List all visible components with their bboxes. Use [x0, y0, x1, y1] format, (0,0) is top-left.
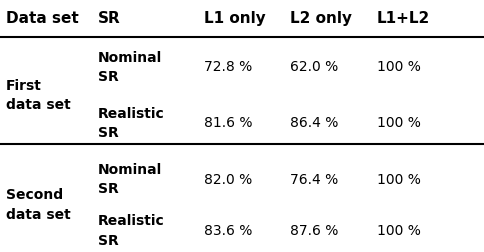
Text: L2 only: L2 only: [290, 11, 352, 26]
Text: SR: SR: [98, 11, 121, 26]
Text: Nominal
SR: Nominal SR: [98, 163, 162, 196]
Text: Realistic
SR: Realistic SR: [98, 107, 165, 140]
Text: First
data set: First data set: [6, 79, 71, 112]
Text: Realistic
SR: Realistic SR: [98, 214, 165, 248]
Text: 76.4 %: 76.4 %: [290, 173, 338, 186]
Text: 100 %: 100 %: [377, 173, 421, 186]
Text: 100 %: 100 %: [377, 60, 421, 74]
Text: 86.4 %: 86.4 %: [290, 116, 338, 131]
Text: 81.6 %: 81.6 %: [203, 116, 252, 131]
Text: Second
data set: Second data set: [6, 188, 71, 222]
Text: 100 %: 100 %: [377, 224, 421, 238]
Text: L1 only: L1 only: [203, 11, 265, 26]
Text: Data set: Data set: [6, 11, 79, 26]
Text: 82.0 %: 82.0 %: [203, 173, 252, 186]
Text: L1+L2: L1+L2: [377, 11, 430, 26]
Text: 62.0 %: 62.0 %: [290, 60, 338, 74]
Text: 87.6 %: 87.6 %: [290, 224, 338, 238]
Text: 83.6 %: 83.6 %: [203, 224, 252, 238]
Text: 100 %: 100 %: [377, 116, 421, 131]
Text: 72.8 %: 72.8 %: [203, 60, 252, 74]
Text: Nominal
SR: Nominal SR: [98, 51, 162, 84]
